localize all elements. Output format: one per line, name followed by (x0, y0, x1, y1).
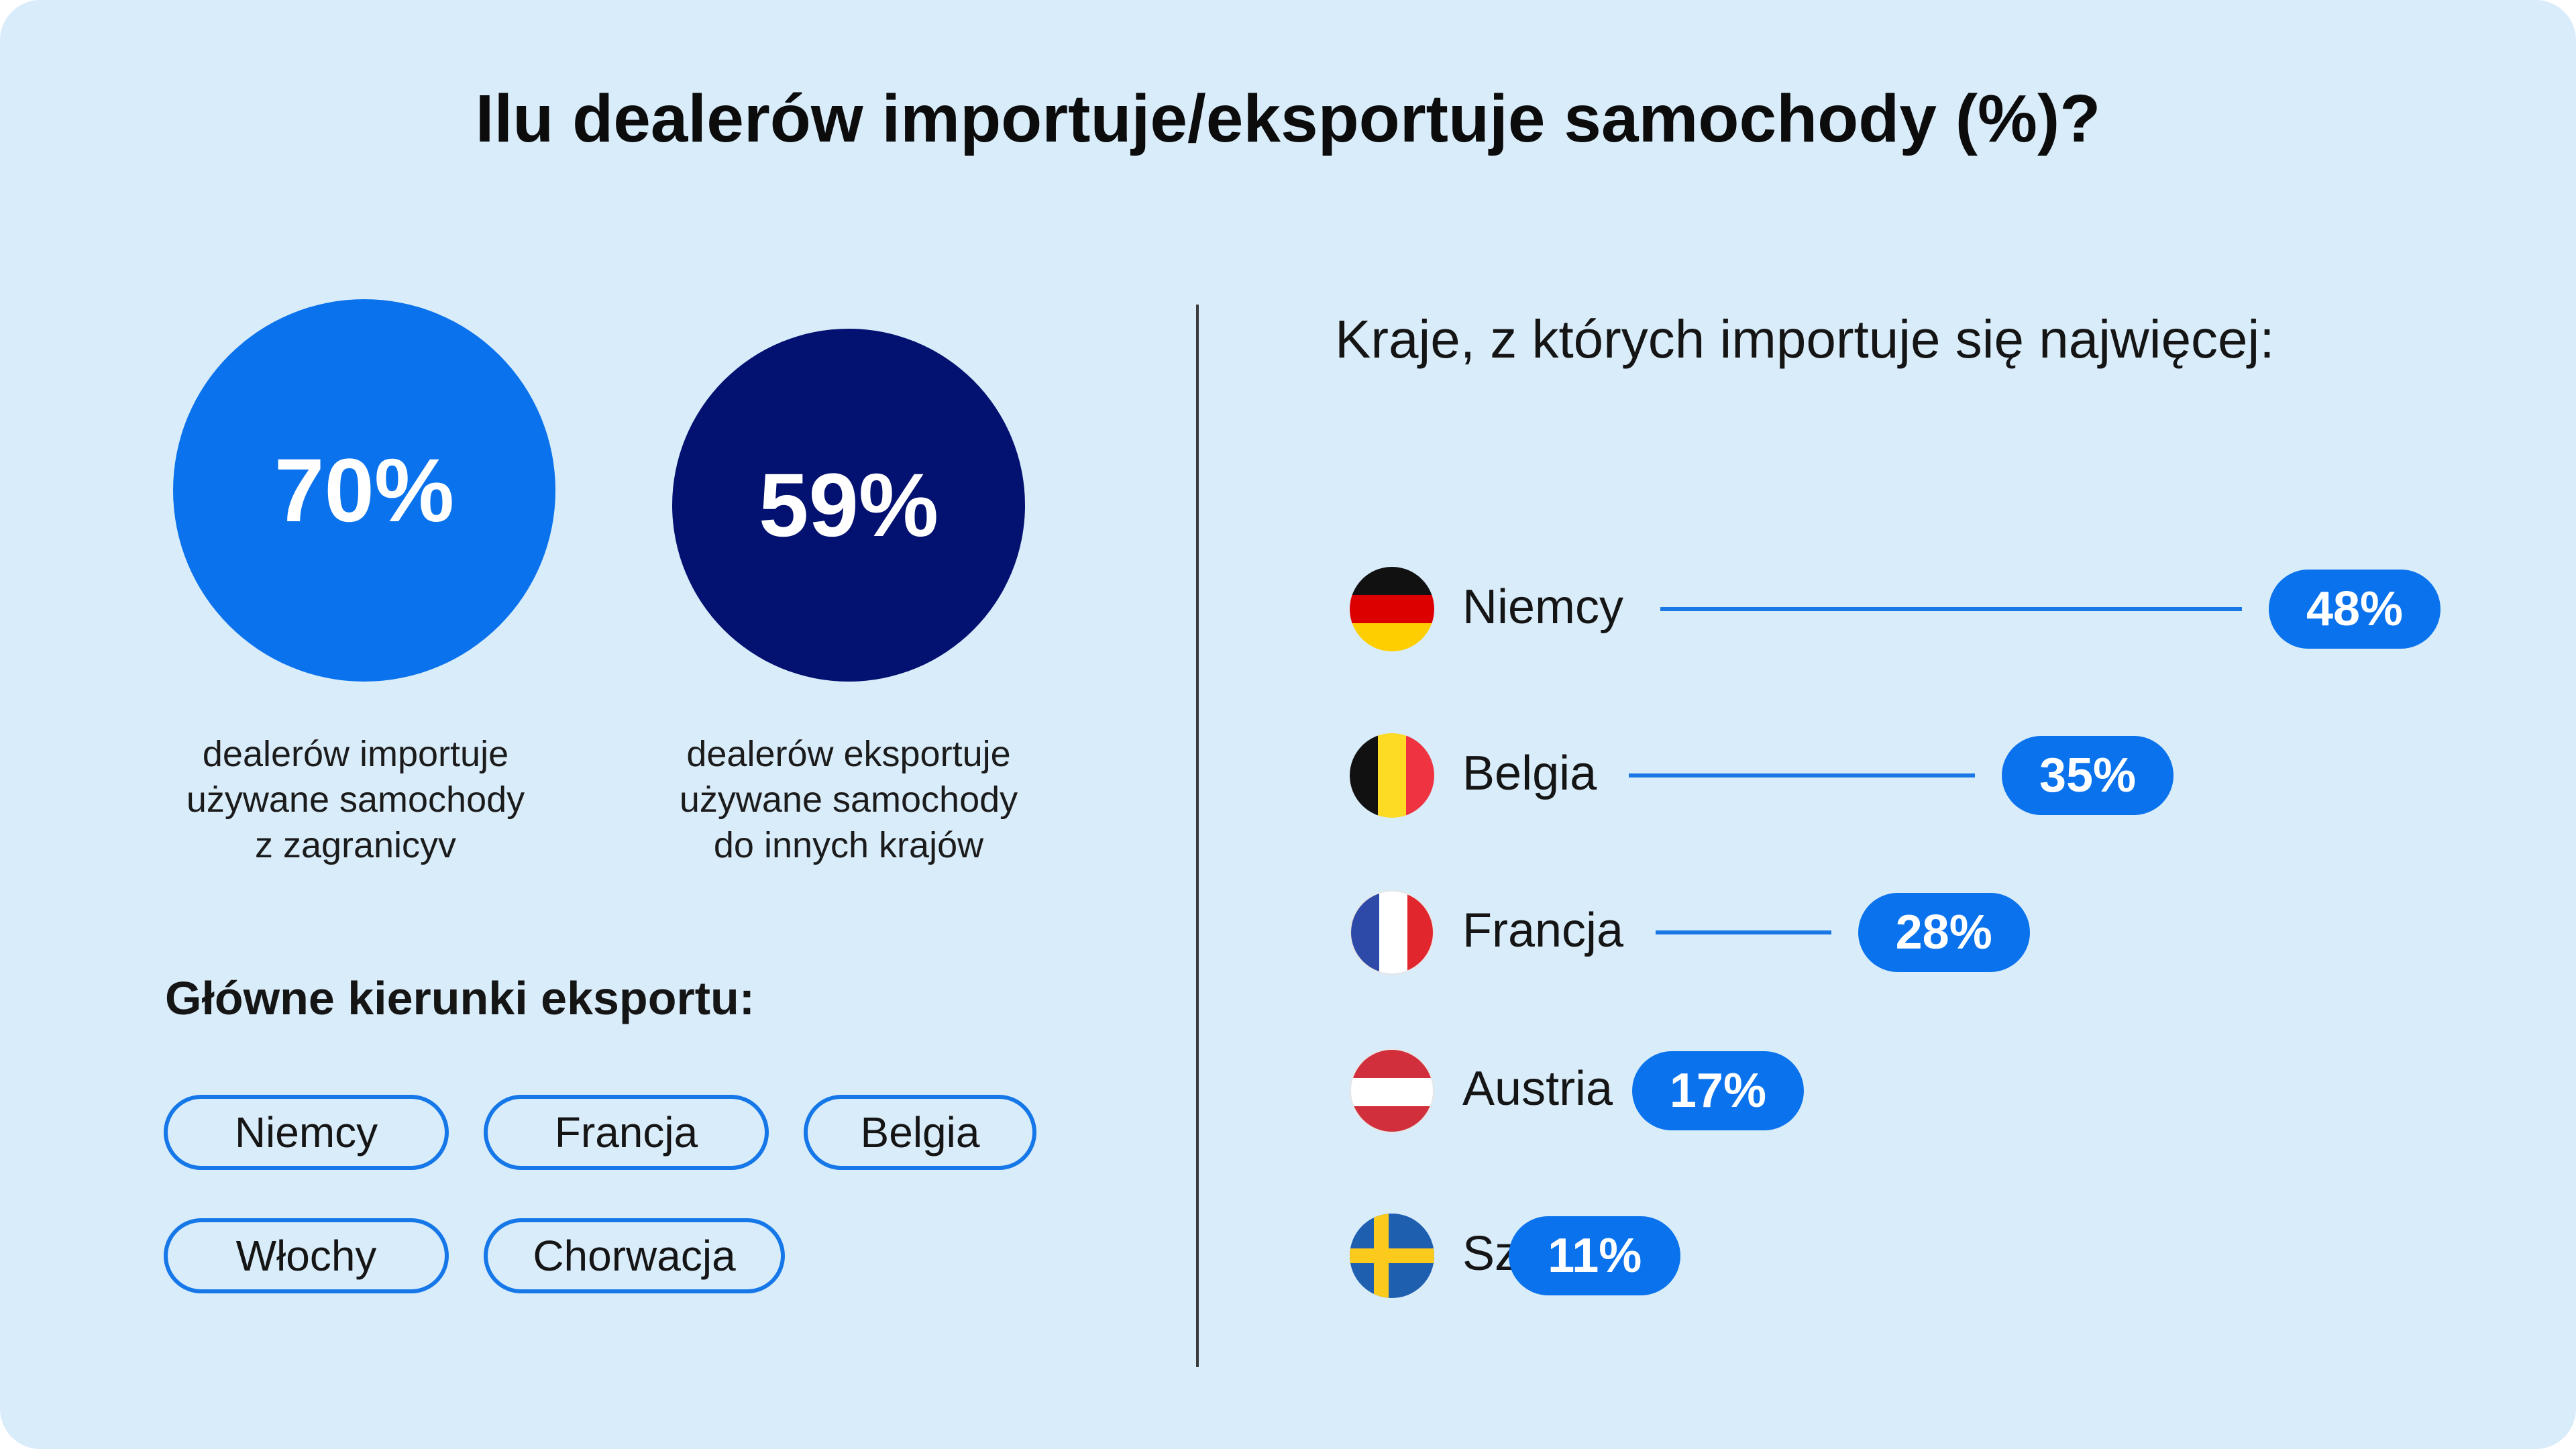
export-directions-heading: Główne kierunki eksportu: (165, 972, 755, 1024)
value-badge: 48% (2269, 570, 2440, 649)
country-label: Belgia (1462, 747, 1597, 800)
value-badge: 11% (1509, 1216, 1681, 1295)
page-title: Ilu dealerów importuje/eksportuje samoch… (475, 81, 2101, 156)
value-badge: 28% (1858, 893, 2030, 972)
export-caption: dealerów eksportuje używane samochody do… (634, 731, 1063, 868)
country-label: Niemcy (1462, 580, 1624, 634)
country-label: Francja (1462, 904, 1624, 957)
country-label: Austria (1462, 1062, 1613, 1116)
bar-connector-line (1629, 773, 1975, 777)
export-percentage-value: 59% (758, 455, 939, 555)
france-flag-icon (1350, 890, 1434, 975)
import-percentage-circle: 70% (173, 299, 555, 682)
belgium-flag-icon (1350, 733, 1434, 818)
import-caption-line: używane samochody (186, 780, 525, 820)
export-caption-line: dealerów eksportuje (686, 734, 1011, 774)
export-direction-pill: Belgia (804, 1095, 1036, 1170)
export-caption-line: używane samochody (679, 780, 1018, 820)
germany-flag-icon (1350, 567, 1434, 651)
export-percentage-circle: 59% (672, 329, 1025, 682)
vertical-divider (1196, 305, 1199, 1367)
sweden-flag-icon (1350, 1214, 1434, 1298)
value-badge: 35% (2002, 736, 2174, 815)
export-caption-line: do innych krajów (713, 825, 984, 865)
bar-connector-line (1656, 930, 1831, 934)
export-direction-pill: Chorwacja (484, 1218, 785, 1293)
import-caption: dealerów importuje używane samochody z z… (141, 731, 570, 868)
import-percentage-value: 70% (274, 440, 455, 541)
import-caption-line: dealerów importuje (202, 734, 509, 774)
export-direction-pill: Niemcy (164, 1095, 449, 1170)
export-direction-pill: Włochy (164, 1218, 449, 1293)
austria-flag-icon (1350, 1049, 1434, 1133)
bar-connector-line (1660, 607, 2242, 611)
export-direction-pill: Francja (484, 1095, 769, 1170)
import-caption-line: z zagranicyv (254, 825, 457, 865)
value-badge: 17% (1631, 1051, 1804, 1130)
chart-title: Kraje, z których importuje się najwięcej… (1335, 309, 2275, 369)
